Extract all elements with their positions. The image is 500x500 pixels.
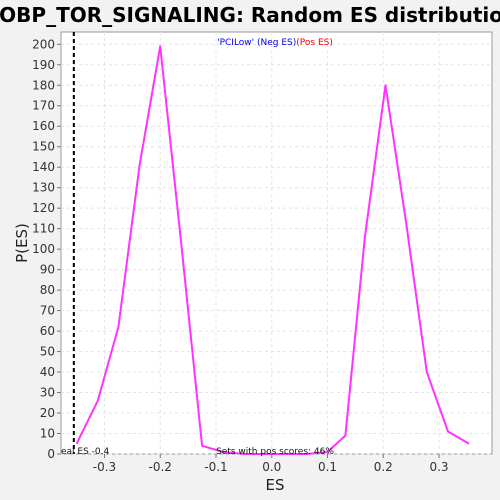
x-tick-label: 0.1 (318, 460, 337, 474)
y-tick-label: 150 (32, 140, 55, 154)
x-tick-label: 0.2 (374, 460, 393, 474)
y-tick-label: 180 (32, 78, 55, 92)
legend-pos-label: (Pos ES) (296, 38, 333, 48)
y-tick-label: 20 (40, 406, 55, 420)
x-tick-label: -0.3 (93, 460, 116, 474)
y-tick-label: 130 (32, 181, 55, 195)
y-tick-label: 140 (32, 160, 55, 174)
series-group (72, 32, 470, 455)
y-tick-label: 0 (47, 447, 55, 461)
y-tick-label: 90 (40, 263, 55, 277)
chart-title: GOBP_TOR_SIGNALING: Random ES distributi… (0, 3, 500, 27)
x-tick-label: 0.0 (262, 460, 281, 474)
legend: 'PCILow' (Neg ES)(Pos ES) (217, 38, 333, 48)
y-tick-label: 100 (32, 242, 55, 256)
plot-area (60, 31, 493, 455)
es-distribution-line (75, 45, 470, 455)
y-tick-label: 160 (32, 119, 55, 133)
y-axis-label: P(ES) (13, 223, 31, 263)
x-tick-label: -0.2 (149, 460, 172, 474)
y-tick-label: 110 (32, 222, 55, 236)
pos-scores-annotation: Sets with pos scores: 46% (216, 447, 334, 457)
y-tick-label: 30 (40, 386, 55, 400)
x-axis-label: ES (266, 476, 285, 494)
y-tick-label: 80 (40, 283, 55, 297)
y-tick-label: 40 (40, 365, 55, 379)
y-axis-ticks: 0 10 20 30 40 50 60 70 80 90 100 110 120 130 140 150 160… (32, 37, 61, 461)
y-tick-label: 190 (32, 58, 55, 72)
x-tick-label: 0.3 (429, 460, 448, 474)
grid-lines (61, 32, 492, 455)
x-tick-label: -0.1 (204, 460, 227, 474)
y-tick-label: 70 (40, 304, 55, 318)
y-tick-label: 120 (32, 201, 55, 215)
legend-neg-label: 'PCILow' (Neg ES) (217, 38, 296, 48)
y-tick-label: 170 (32, 99, 55, 113)
y-tick-label: 200 (32, 37, 55, 51)
y-tick-label: 50 (40, 345, 55, 359)
real-es-annotation: eal ES -0.4 (61, 447, 110, 457)
y-tick-label: 10 (40, 427, 55, 441)
y-tick-label: 60 (40, 324, 55, 338)
x-axis-ticks: -0.3 -0.2 -0.1 0.0 0.1 0.2 0.3 (93, 454, 449, 474)
